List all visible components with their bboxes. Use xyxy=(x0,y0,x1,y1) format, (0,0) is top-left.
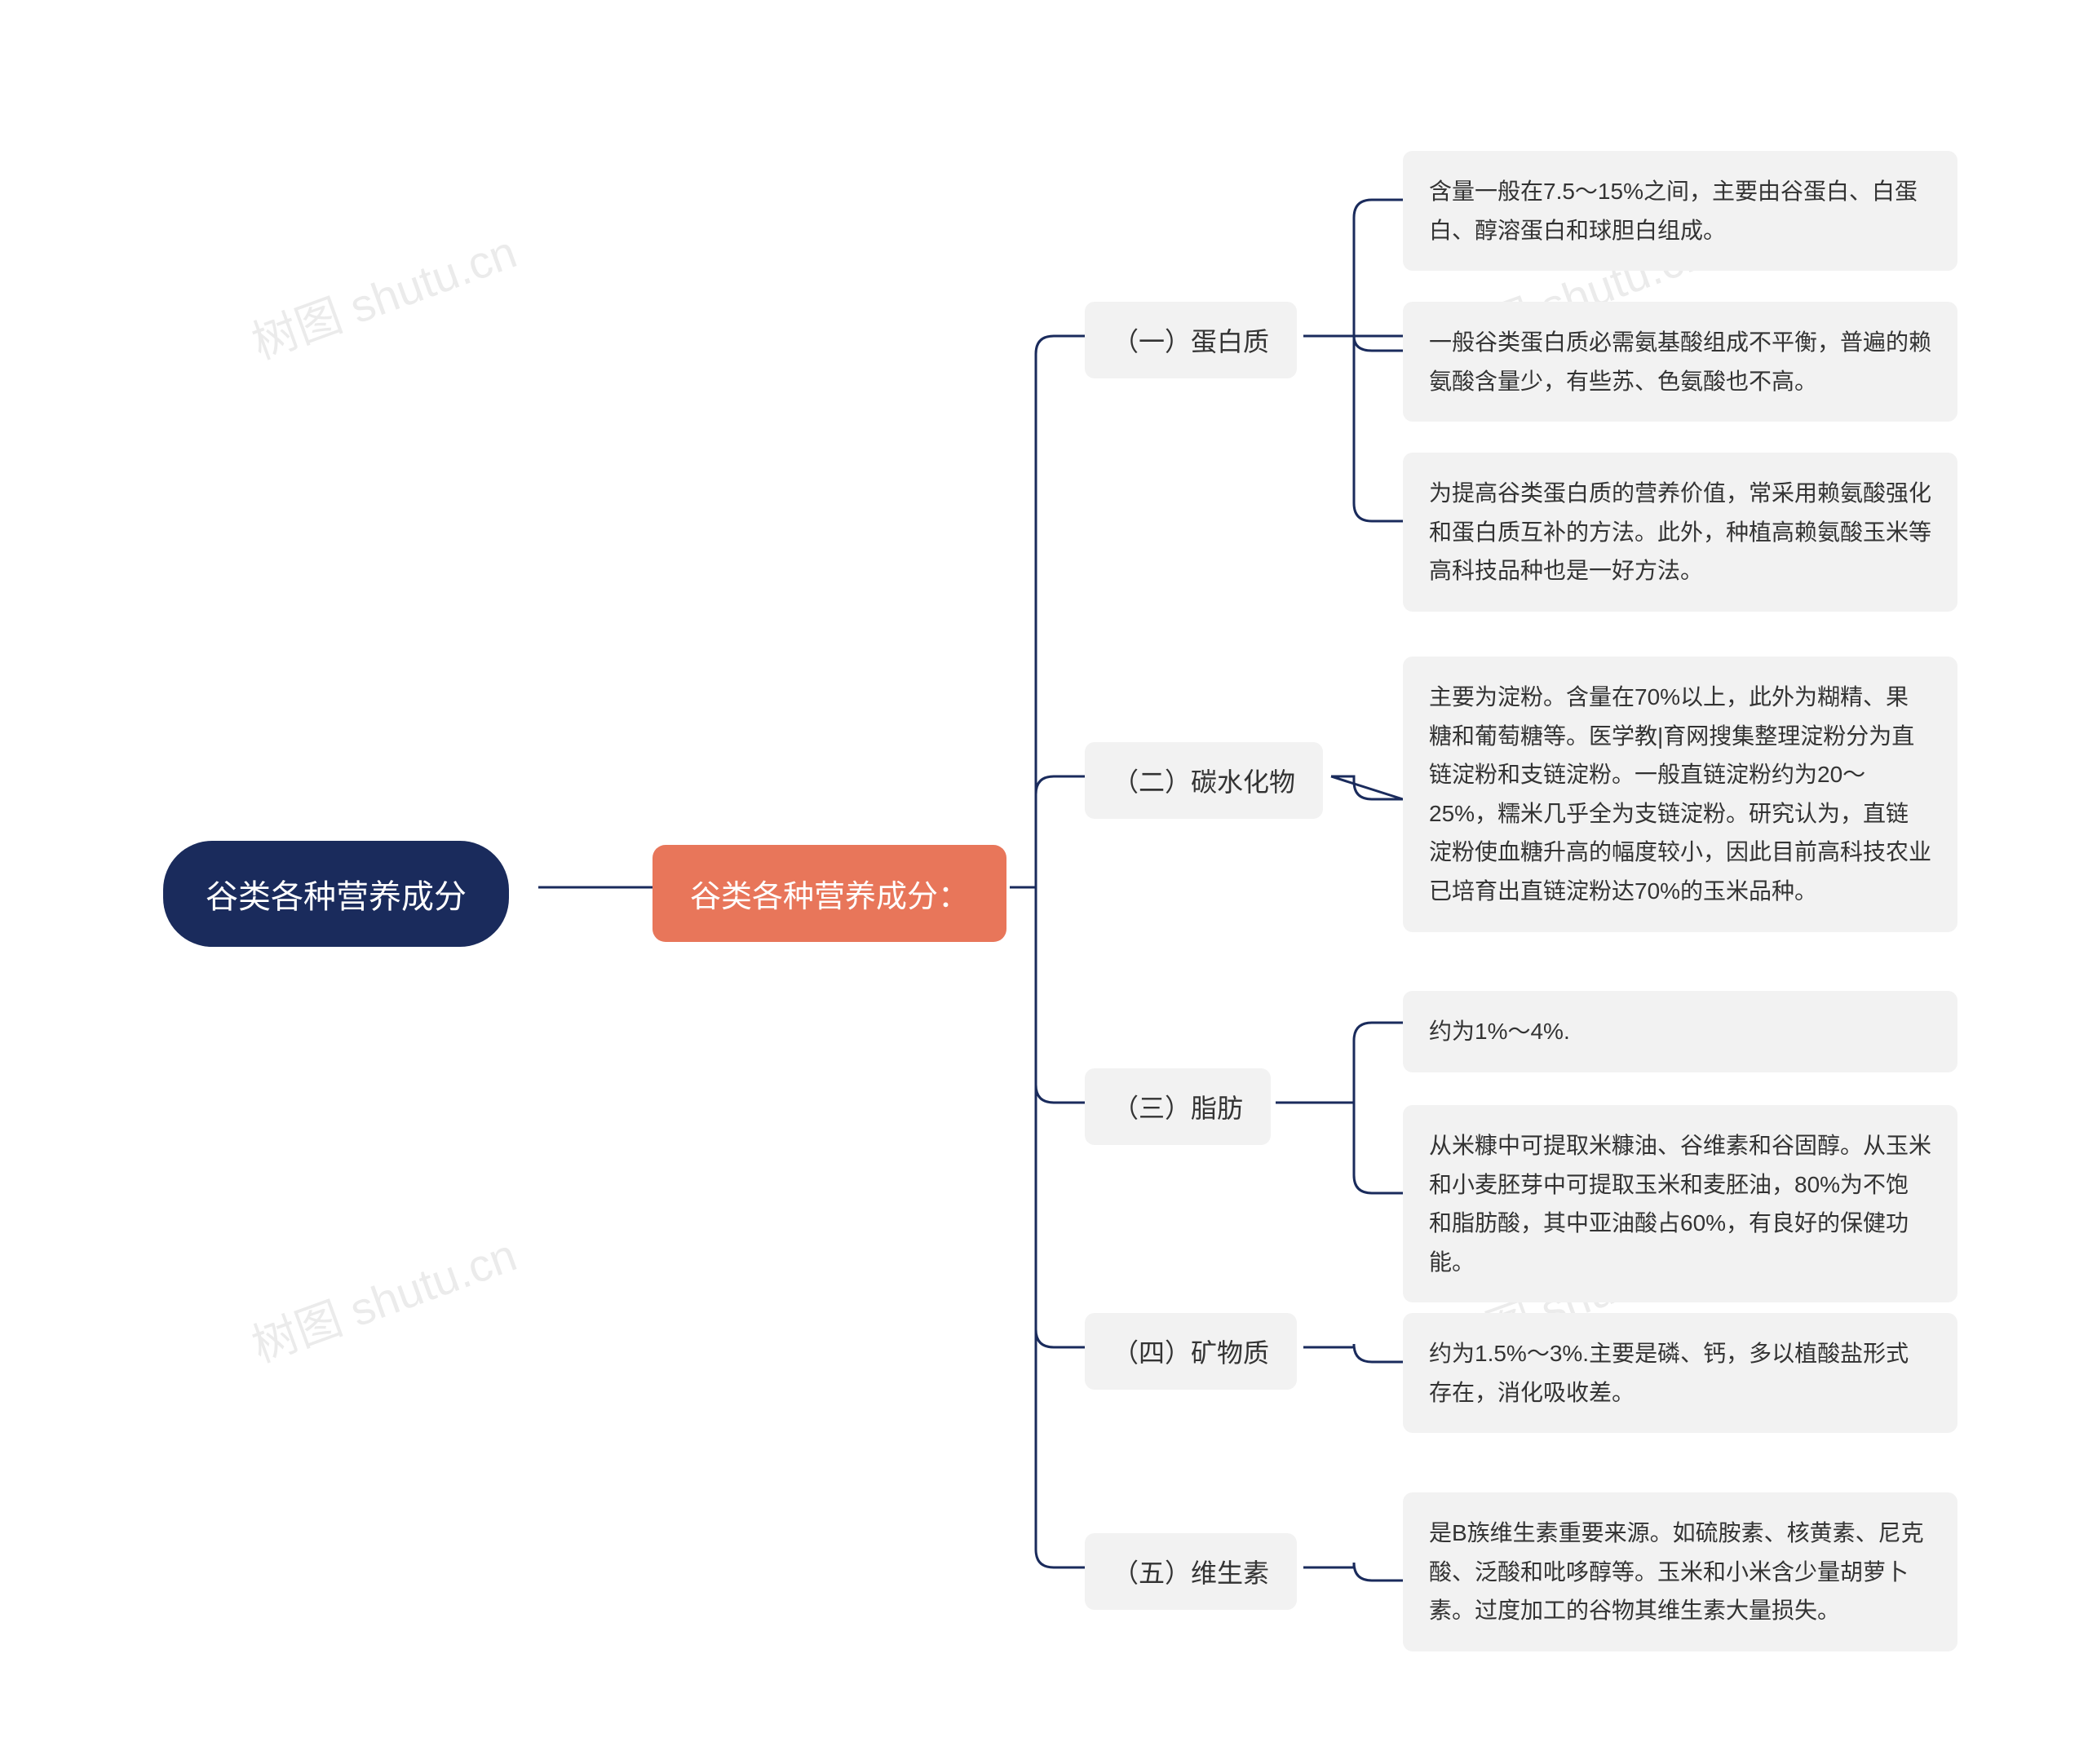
mindmap-node-fat[interactable]: （三）脂肪 xyxy=(1085,1068,1271,1145)
mindmap-node-protein[interactable]: （一）蛋白质 xyxy=(1085,302,1297,378)
mindmap-level1-node[interactable]: 谷类各种营养成分： xyxy=(652,845,1006,942)
mindmap-leaf[interactable]: 主要为淀粉。含量在70%以上，此外为糊精、果糖和葡萄糖等。医学教|育网搜集整理淀… xyxy=(1403,657,1958,932)
watermark: 树图 shutu.cn xyxy=(241,1218,524,1375)
mindmap-leaf[interactable]: 是B族维生素重要来源。如硫胺素、核黄素、尼克酸、泛酸和吡哆醇等。玉米和小米含少量… xyxy=(1403,1492,1958,1651)
watermark: 树图 shutu.cn xyxy=(241,215,524,372)
mindmap-leaf[interactable]: 从米糠中可提取米糠油、谷维素和谷固醇。从玉米和小麦胚芽中可提取玉米和麦胚油，80… xyxy=(1403,1105,1958,1302)
mindmap-node-vitamin[interactable]: （五）维生素 xyxy=(1085,1533,1297,1610)
mindmap-leaf[interactable]: 为提高谷类蛋白质的营养价值，常采用赖氨酸强化和蛋白质互补的方法。此外，种植高赖氨… xyxy=(1403,453,1958,612)
mindmap-leaf[interactable]: 含量一般在7.5～15%之间，主要由谷蛋白、白蛋白、醇溶蛋白和球胆白组成。 xyxy=(1403,151,1958,271)
mindmap-node-mineral[interactable]: （四）矿物质 xyxy=(1085,1313,1297,1390)
mindmap-leaf[interactable]: 约为1%～4%. xyxy=(1403,991,1958,1072)
mindmap-leaf[interactable]: 一般谷类蛋白质必需氨基酸组成不平衡，普遍的赖氨酸含量少，有些苏、色氨酸也不高。 xyxy=(1403,302,1958,422)
mindmap-node-carbohydrate[interactable]: （二）碳水化物 xyxy=(1085,742,1323,819)
mindmap-root-node[interactable]: 谷类各种营养成分 xyxy=(163,841,509,947)
mindmap-leaf[interactable]: 约为1.5%～3%.主要是磷、钙，多以植酸盐形式存在，消化吸收差。 xyxy=(1403,1313,1958,1433)
